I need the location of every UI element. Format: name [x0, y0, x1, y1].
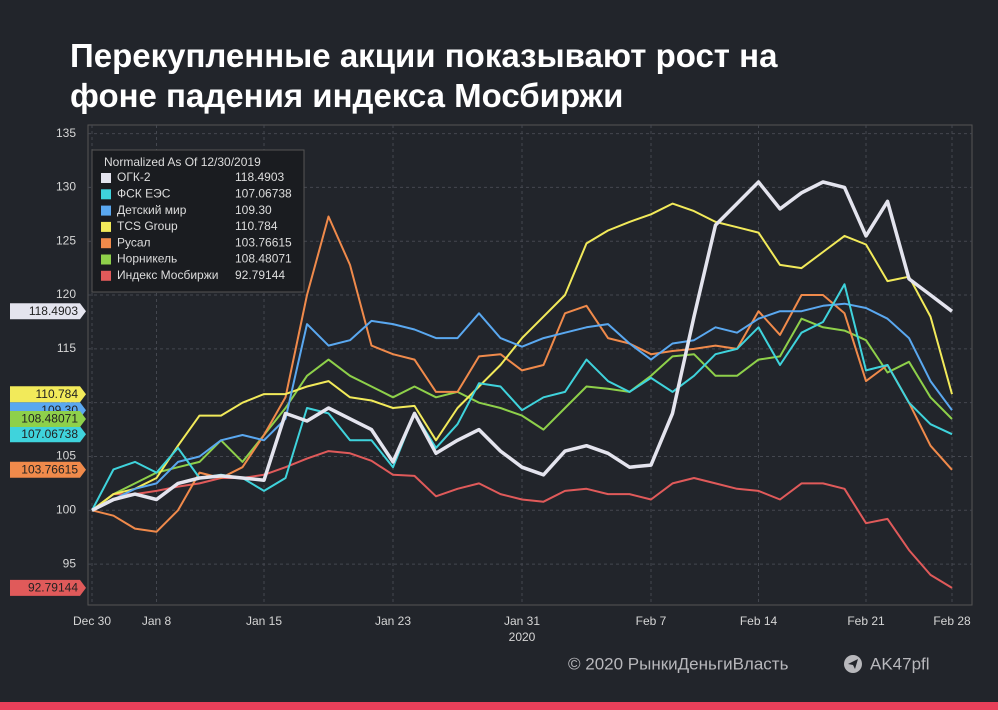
chart-title-line: Перекупленные акции показывают рост на: [70, 37, 778, 74]
y-tick-label: 100: [56, 502, 76, 516]
series-line: [91, 215, 953, 533]
x-tick-label: Feb 21: [847, 614, 885, 628]
legend-swatch: [101, 189, 111, 200]
x-sublabel: 2020: [509, 630, 536, 644]
y-tick-label: 115: [57, 341, 76, 355]
legend: Normalized As Of 12/30/2019 ОГК-2 118.490…: [91, 149, 305, 293]
value-tag: [10, 411, 86, 428]
plot-frame: [87, 124, 973, 606]
legend-title: Normalized As Of 12/30/2019: [104, 155, 261, 169]
value-tag-label: 103.76615: [21, 462, 78, 476]
x-tick-label: Feb 28: [933, 614, 971, 628]
series-line: [91, 317, 953, 512]
value-tags: 118.4903107.06738109.30110.784103.766151…: [10, 303, 86, 596]
legend-swatch: [101, 221, 111, 232]
legend-box: [91, 149, 305, 293]
x-tick-label: Feb 14: [740, 614, 778, 628]
x-tick-label: Jan 15: [246, 614, 282, 628]
x-tick-label: Feb 7: [636, 614, 667, 628]
value-tag-label: 118.4903: [29, 304, 78, 318]
footer-channel: AK47pfl: [870, 654, 930, 673]
x-tick-label: Jan 31: [504, 614, 540, 628]
y-tick-label: 105: [56, 449, 76, 463]
legend-value: 92.79144: [235, 268, 285, 282]
y-tick-label: 125: [56, 233, 76, 247]
value-tag-label: 92.79144: [28, 581, 78, 595]
series-line: [91, 180, 954, 512]
x-tick-label: Jan 23: [375, 614, 411, 628]
legend-name: TCS Group: [117, 219, 178, 233]
chart-title-line: фоне падения индекса Мосбиржи: [70, 77, 623, 114]
legend-value: 103.76615: [235, 235, 292, 249]
footer-copyright: © 2020 РынкиДеньгиВласть: [568, 654, 789, 673]
legend-name: ФСК ЕЭС: [117, 186, 171, 200]
legend-swatch: [101, 205, 111, 216]
legend-swatch: [101, 270, 111, 281]
legend-value: 107.06738: [235, 186, 292, 200]
series-line: [91, 302, 953, 512]
legend-name: ОГК-2: [117, 170, 151, 184]
legend-name: Норникель: [117, 252, 177, 266]
value-tag: [10, 461, 86, 478]
legend-swatch: [101, 254, 111, 265]
x-tick-label: Jan 8: [142, 614, 172, 628]
series-line: [91, 202, 953, 512]
legend-value: 109.30: [235, 203, 272, 217]
legend-name: Индекс Мосбиржи: [117, 268, 218, 282]
legend-swatch: [101, 173, 111, 183]
legend-value: 110.784: [235, 219, 278, 233]
y-tick-label: 135: [56, 126, 76, 140]
y-tick-label: 120: [56, 287, 76, 301]
legend-value: 118.4903: [235, 170, 284, 184]
y-tick-label: 130: [56, 180, 76, 194]
bottom-bar: [0, 702, 998, 710]
value-tag-label: 107.06738: [21, 427, 78, 441]
x-tick-label: Dec 30: [73, 614, 111, 628]
value-tag: [10, 579, 86, 596]
value-tag: [10, 426, 86, 443]
value-tag-label: 110.784: [36, 387, 79, 401]
legend-value: 108.48071: [235, 252, 292, 266]
lines: [91, 180, 954, 589]
y-tick-label: 95: [63, 556, 77, 570]
legend-swatch: [101, 238, 111, 249]
value-tag-label: 108.48071: [21, 412, 78, 426]
telegram-plane: [848, 659, 858, 669]
legend-name: Детский мир: [117, 203, 187, 217]
legend-name: Русал: [117, 235, 151, 249]
value-tag: [10, 303, 86, 320]
value-tag: [10, 386, 86, 403]
